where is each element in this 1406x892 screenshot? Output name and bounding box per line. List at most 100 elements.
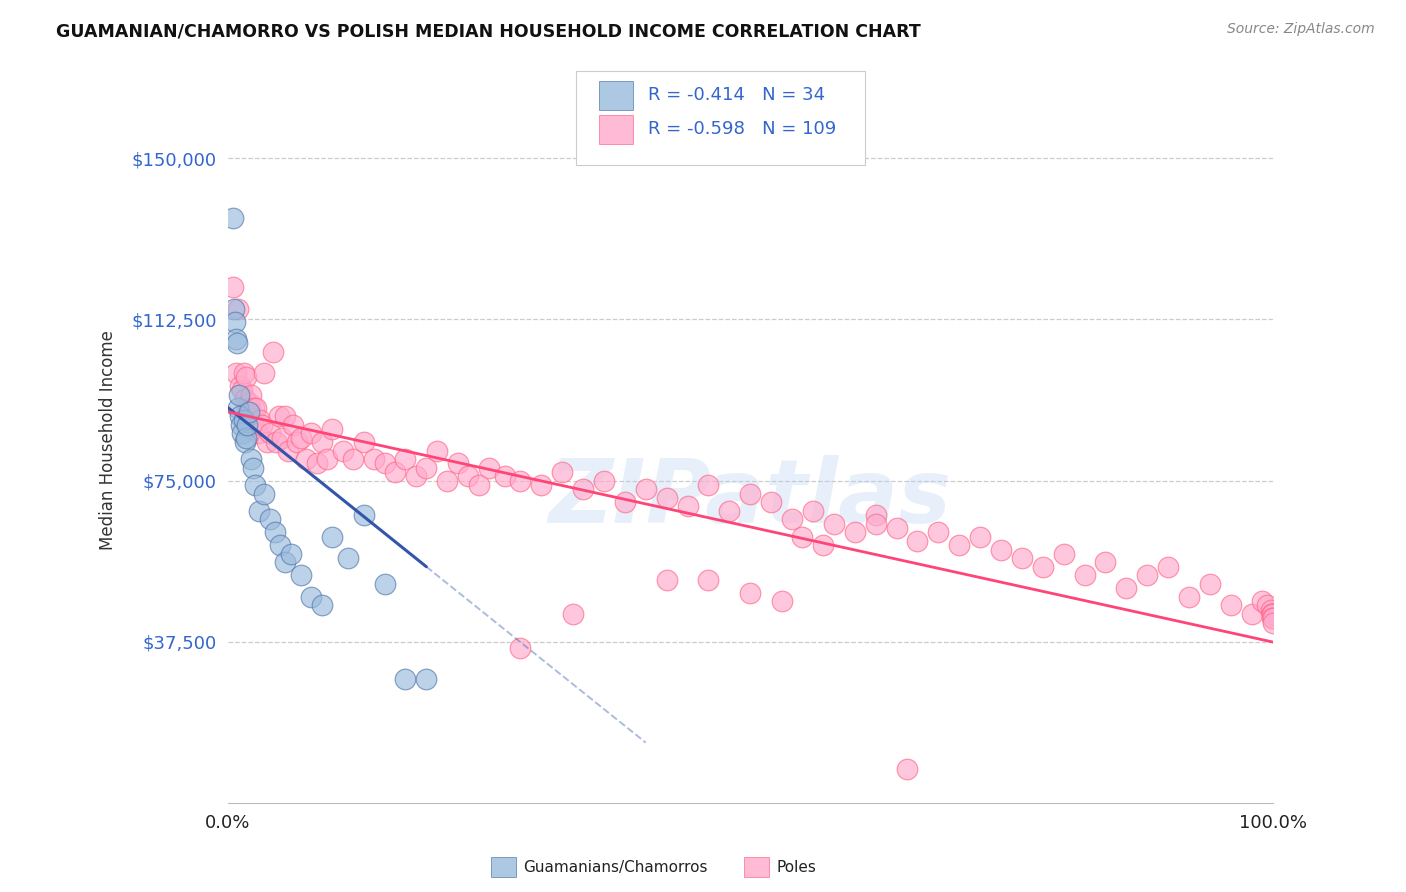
Point	[1178, 590, 1201, 604]
Point	[865, 516, 887, 531]
Point	[426, 443, 449, 458]
Point	[394, 452, 416, 467]
Point	[235, 405, 257, 419]
Point	[247, 426, 270, 441]
Point	[927, 525, 949, 540]
Point	[1011, 551, 1033, 566]
Point	[239, 401, 262, 415]
Point	[770, 594, 793, 608]
Point	[1115, 581, 1137, 595]
Point	[316, 452, 339, 467]
Point	[311, 434, 333, 449]
Point	[896, 762, 918, 776]
Point	[274, 556, 297, 570]
Point	[256, 434, 278, 449]
Point	[415, 460, 437, 475]
Point	[332, 443, 354, 458]
Point	[634, 483, 657, 497]
Point	[374, 577, 396, 591]
Point	[253, 486, 276, 500]
Point	[290, 568, 312, 582]
Point	[561, 607, 583, 621]
Point	[236, 409, 259, 424]
Point	[264, 525, 287, 540]
Point	[436, 474, 458, 488]
Point	[384, 465, 406, 479]
Point	[823, 516, 845, 531]
Point	[1199, 577, 1222, 591]
Point	[1073, 568, 1095, 582]
Point	[394, 672, 416, 686]
Point	[222, 211, 245, 226]
Point	[226, 336, 249, 351]
Point	[530, 478, 553, 492]
Point	[224, 301, 246, 316]
Point	[374, 457, 396, 471]
Point	[242, 460, 264, 475]
Point	[697, 478, 720, 492]
Point	[271, 431, 294, 445]
Point	[311, 599, 333, 613]
Point	[281, 417, 304, 432]
Y-axis label: Median Household Income: Median Household Income	[100, 330, 117, 550]
Point	[231, 417, 253, 432]
Point	[447, 457, 470, 471]
Point	[235, 370, 257, 384]
Text: Guamanians/Chamorros: Guamanians/Chamorros	[523, 860, 707, 874]
Point	[240, 422, 263, 436]
Point	[697, 573, 720, 587]
Point	[342, 452, 364, 467]
Point	[655, 573, 678, 587]
Point	[990, 542, 1012, 557]
Text: Source: ZipAtlas.com: Source: ZipAtlas.com	[1227, 22, 1375, 37]
Point	[225, 332, 247, 346]
Point	[253, 366, 276, 380]
Point	[301, 426, 323, 441]
Point	[337, 551, 360, 566]
Point	[718, 504, 741, 518]
Point	[290, 431, 312, 445]
Point	[247, 504, 270, 518]
Point	[759, 495, 782, 509]
Point	[865, 508, 887, 522]
Point	[1157, 559, 1180, 574]
Point	[262, 344, 284, 359]
Point	[232, 366, 254, 380]
Point	[801, 504, 824, 518]
Point	[676, 500, 699, 514]
Point	[1219, 599, 1241, 613]
Point	[780, 512, 803, 526]
Point	[269, 538, 291, 552]
Point	[295, 452, 318, 467]
Point	[252, 417, 274, 432]
Point	[572, 483, 595, 497]
Point	[509, 474, 531, 488]
Point	[1261, 607, 1284, 621]
Point	[905, 533, 928, 548]
Point	[792, 530, 814, 544]
Point	[1032, 559, 1054, 574]
Point	[264, 434, 287, 449]
Point	[655, 491, 678, 505]
Point	[353, 508, 375, 522]
Point	[813, 538, 835, 552]
Point	[243, 478, 266, 492]
Point	[222, 280, 245, 294]
Point	[415, 672, 437, 686]
Point	[353, 434, 375, 449]
Text: Poles: Poles	[776, 860, 815, 874]
Point	[235, 431, 257, 445]
Point	[231, 426, 253, 441]
Point	[238, 405, 260, 419]
Point	[228, 387, 250, 401]
Point	[277, 443, 299, 458]
Point	[239, 452, 262, 467]
Point	[321, 422, 343, 436]
Text: R = -0.414   N = 34: R = -0.414 N = 34	[648, 87, 825, 104]
Point	[245, 401, 267, 415]
Point	[1094, 556, 1116, 570]
Text: R = -0.598   N = 109: R = -0.598 N = 109	[648, 120, 837, 138]
Point	[457, 469, 479, 483]
Point	[1260, 607, 1282, 621]
Point	[321, 530, 343, 544]
